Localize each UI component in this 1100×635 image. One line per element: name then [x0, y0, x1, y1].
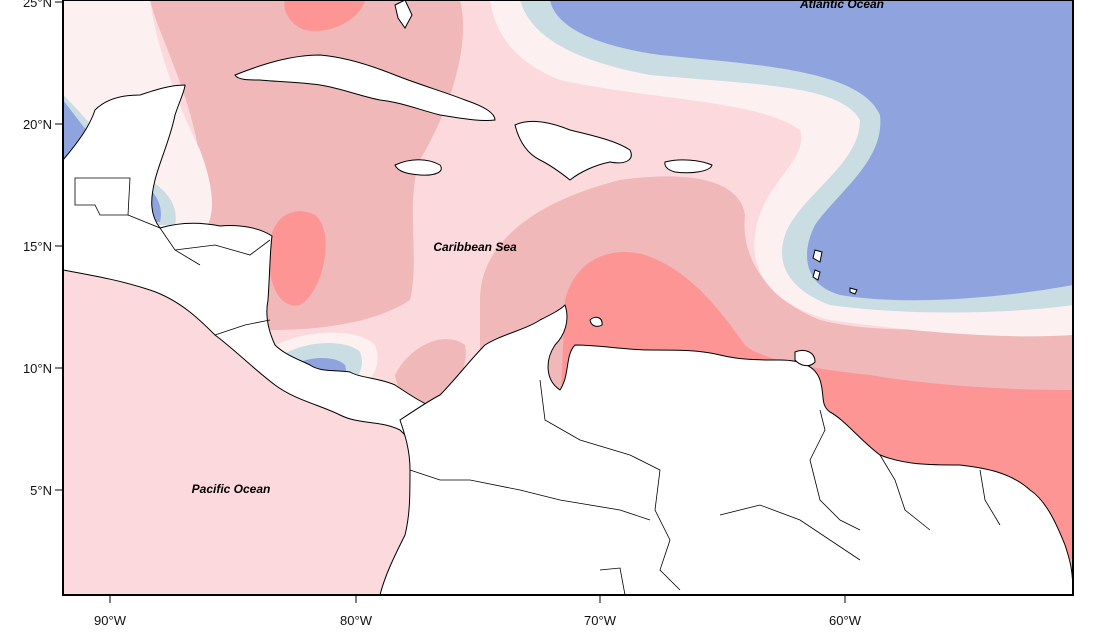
lon-tick-70: 70°W	[584, 613, 617, 628]
border-colombia-venezuela	[539, 379, 681, 591]
border-mexico-guatemala	[74, 177, 131, 216]
land-trinidad	[794, 349, 816, 367]
border-guiana-fr	[979, 469, 1001, 526]
lon-tick-80: 80°W	[340, 613, 373, 628]
land-lesser-antilles-3	[849, 287, 858, 295]
border-central-1	[127, 214, 201, 266]
border-brazil	[409, 469, 651, 521]
land-puerto-rico	[664, 159, 713, 174]
field-strong-positive-honduras	[268, 211, 326, 306]
land-hispaniola	[514, 120, 632, 181]
land-lesser-antilles-1	[812, 249, 823, 263]
border-brazil-3	[599, 567, 626, 595]
plot-frame	[62, 0, 1074, 596]
land-jamaica	[394, 159, 442, 176]
land-cuba	[234, 54, 496, 121]
border-brazil-2	[719, 504, 861, 561]
border-guyana	[809, 409, 861, 531]
lon-tick-60: 60°W	[829, 613, 862, 628]
border-suriname	[879, 454, 931, 531]
border-central-3	[214, 319, 271, 336]
lat-tick-20: 20°N	[23, 117, 52, 132]
lat-tick-5: 5°N	[30, 483, 52, 498]
lat-tick-25: 25°N	[23, 0, 52, 10]
border-central-2	[174, 239, 271, 256]
land-margarita	[589, 316, 603, 327]
land-lesser-antilles-2	[812, 269, 821, 281]
lat-tick-10: 10°N	[23, 361, 52, 376]
lon-tick-90: 90°W	[94, 613, 127, 628]
land-central-america	[63, 84, 441, 456]
label-atlantic-ocean: Atlantic Ocean	[799, 0, 884, 11]
field-strong-negative-atlantic	[550, 0, 1073, 301]
lon-axis: 90°W 80°W 70°W 60°W	[94, 595, 862, 628]
lat-tick-15: 15°N	[23, 239, 52, 254]
field-strong-positive-north	[284, 0, 365, 31]
label-caribbean-sea: Caribbean Sea	[433, 240, 517, 254]
label-pacific-ocean: Pacific Ocean	[192, 482, 271, 496]
land-layer	[63, 0, 1073, 595]
lat-axis: 25°N 20°N 15°N 10°N 5°N	[23, 0, 63, 498]
